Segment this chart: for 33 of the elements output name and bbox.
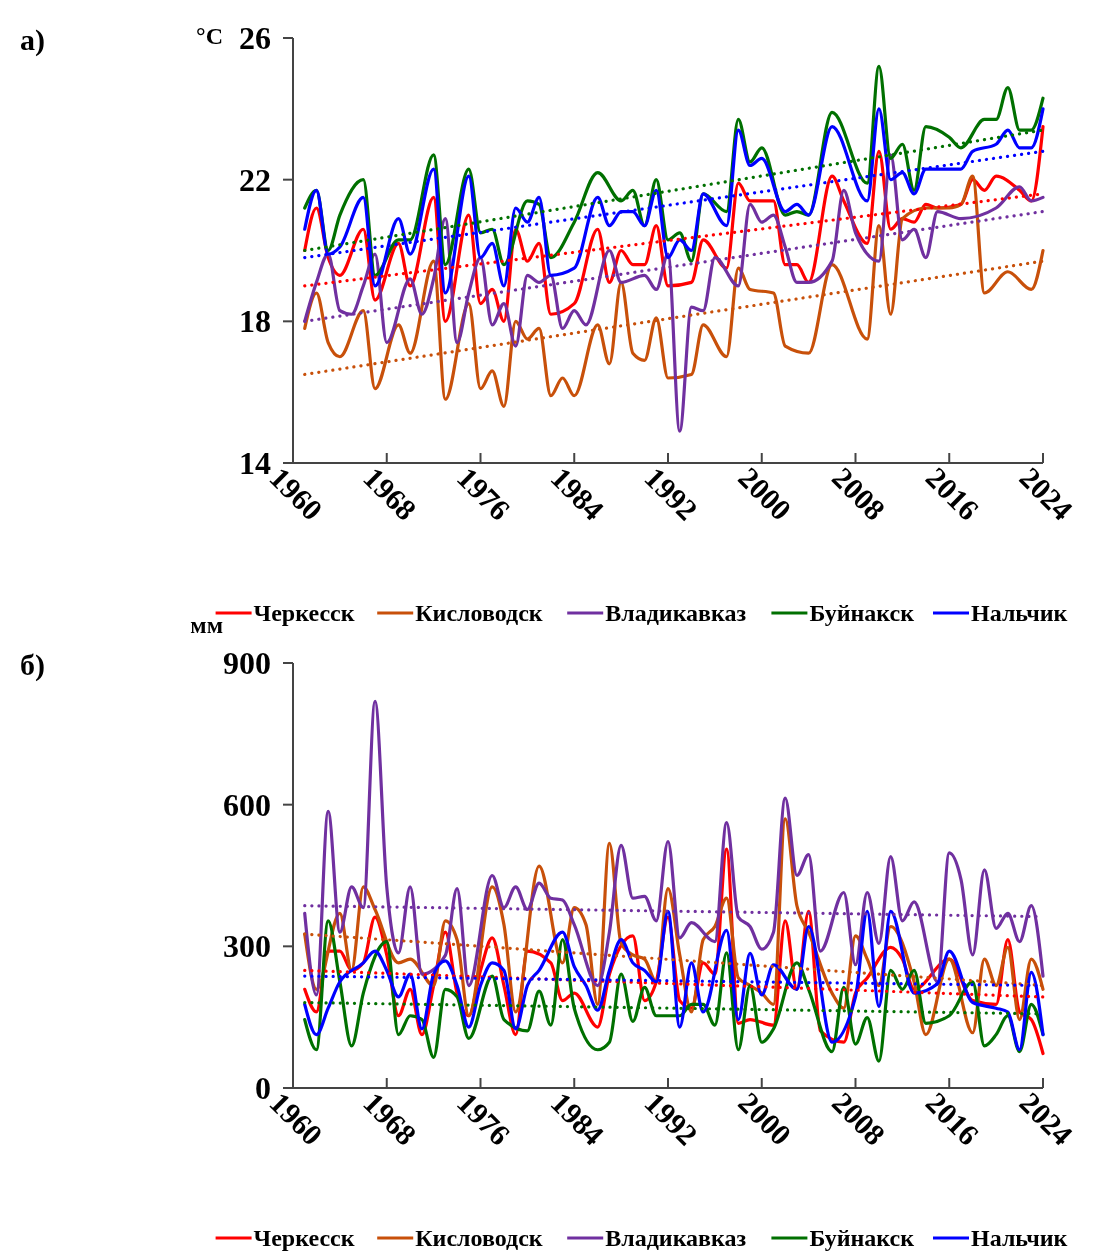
text: б) [20,648,45,682]
y-axis-title: °C [196,23,223,49]
legend-label: Черкесск [253,600,355,626]
legend-label: Кисловодск [415,1225,543,1251]
y-tick-label: 900 [223,645,271,681]
x-tick-label: 1992 [638,460,705,527]
legend-label: Кисловодск [415,600,543,626]
y-tick-label: 0 [255,1070,271,1106]
x-tick-label: 1968 [357,1085,424,1152]
line-series [303,174,1045,408]
legend-label: Черкесск [253,1225,355,1251]
y-tick-label: 18 [239,303,271,340]
y-tick-label: 14 [239,445,271,481]
x-tick-label: 1984 [544,1085,611,1152]
legend-label: Нальчик [971,600,1068,626]
line-series [303,107,1045,295]
x-tick-label: 1992 [638,1085,705,1152]
y-tick-label: 26 [239,20,271,56]
legend-label: Буйнакск [809,600,915,626]
x-tick-label: 1968 [357,460,424,527]
legend-label: Владикавказ [605,1225,747,1251]
legend-label: Буйнакск [809,1225,915,1251]
y-tick-label: 22 [239,161,271,198]
y-tick-label: 600 [223,786,271,823]
text: а) [20,23,45,57]
x-tick-label: 1984 [544,460,611,527]
x-tick-label: 1976 [451,460,517,527]
line-series [303,699,1045,997]
legend-label: Нальчик [971,1225,1068,1251]
y-axis-title: мм [190,612,223,638]
y-tick-label: 300 [223,928,271,965]
legend-label: Владикавказ [605,600,747,626]
x-tick-label: 1976 [451,1085,517,1152]
